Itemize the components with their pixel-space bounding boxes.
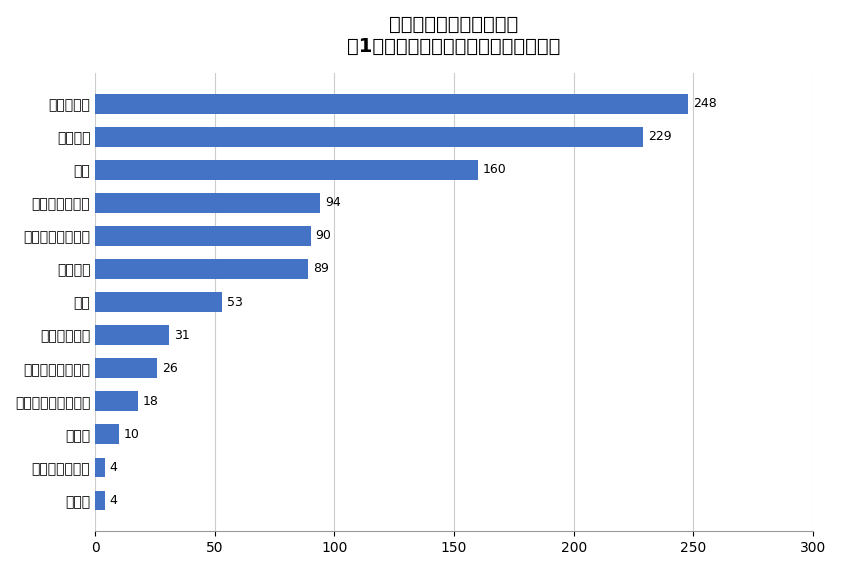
Bar — [95, 93, 689, 113]
Bar — [95, 458, 105, 477]
Text: 4: 4 — [109, 494, 118, 507]
Bar — [95, 127, 643, 146]
Text: 160: 160 — [483, 163, 506, 176]
Bar — [95, 425, 119, 444]
Text: 248: 248 — [693, 97, 717, 110]
Bar — [95, 226, 310, 246]
Text: 4: 4 — [109, 461, 118, 474]
Text: 94: 94 — [325, 196, 341, 209]
Bar — [95, 359, 157, 378]
Text: 10: 10 — [124, 428, 140, 441]
Bar — [95, 160, 478, 180]
Title: 住みかえを検討する際に
「1番」重視するポイントは何ですか？: 住みかえを検討する際に 「1番」重視するポイントは何ですか？ — [347, 15, 561, 56]
Text: 31: 31 — [174, 329, 190, 341]
Bar — [95, 491, 105, 511]
Text: 90: 90 — [315, 229, 331, 242]
Text: 26: 26 — [162, 362, 178, 374]
Text: 89: 89 — [313, 262, 329, 275]
Text: 229: 229 — [648, 130, 671, 143]
Text: 53: 53 — [227, 296, 243, 308]
Text: 18: 18 — [143, 395, 159, 408]
Bar — [95, 259, 308, 279]
Bar — [95, 392, 138, 411]
Bar — [95, 292, 222, 312]
Bar — [95, 193, 320, 213]
Bar — [95, 325, 169, 345]
